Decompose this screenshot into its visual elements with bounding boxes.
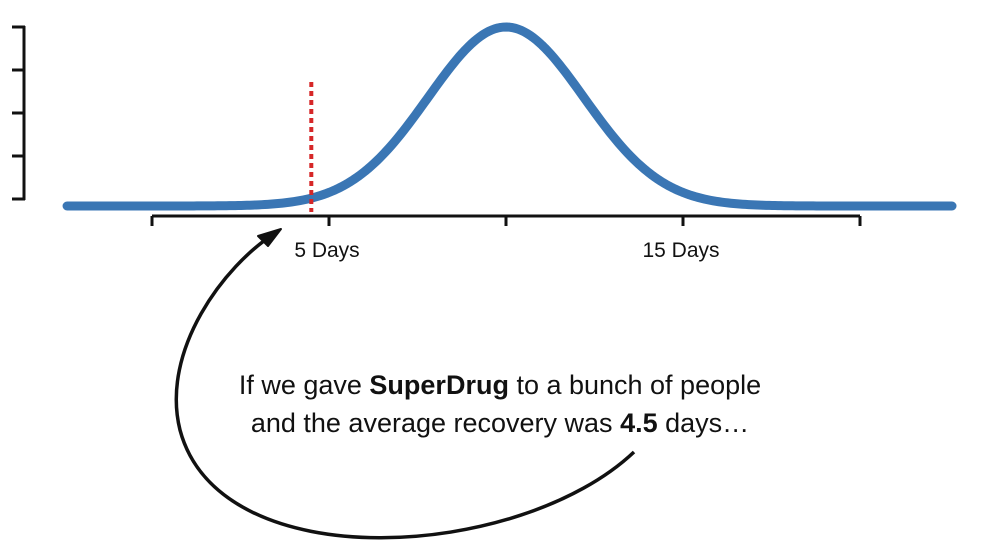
y-axis — [12, 25, 26, 201]
caption-text: days… — [657, 408, 750, 438]
normal-distribution-curve — [62, 22, 957, 211]
caption-line-1: If we gave SuperDrug to a bunch of peopl… — [150, 366, 850, 404]
arrow-head-icon — [257, 228, 282, 247]
annotation-arrow — [174, 228, 636, 540]
caption-text: If we gave — [238, 370, 370, 400]
caption-line-2: and the average recovery was 4.5 days… — [150, 404, 850, 442]
x-tick-label-5-days: 5 Days — [294, 239, 359, 262]
curved-arrow — [174, 232, 636, 540]
caption-drug-name: SuperDrug — [369, 370, 509, 400]
caption-text: to a bunch of people — [508, 370, 762, 400]
x-tick-label-15-days: 15 Days — [642, 239, 719, 262]
x-axis: 5 Days 15 Days — [150, 214, 862, 262]
caption-text: and the average recovery was — [250, 408, 621, 438]
caption-average-value: 4.5 — [620, 408, 658, 438]
annotation-caption: If we gave SuperDrug to a bunch of peopl… — [150, 366, 850, 442]
